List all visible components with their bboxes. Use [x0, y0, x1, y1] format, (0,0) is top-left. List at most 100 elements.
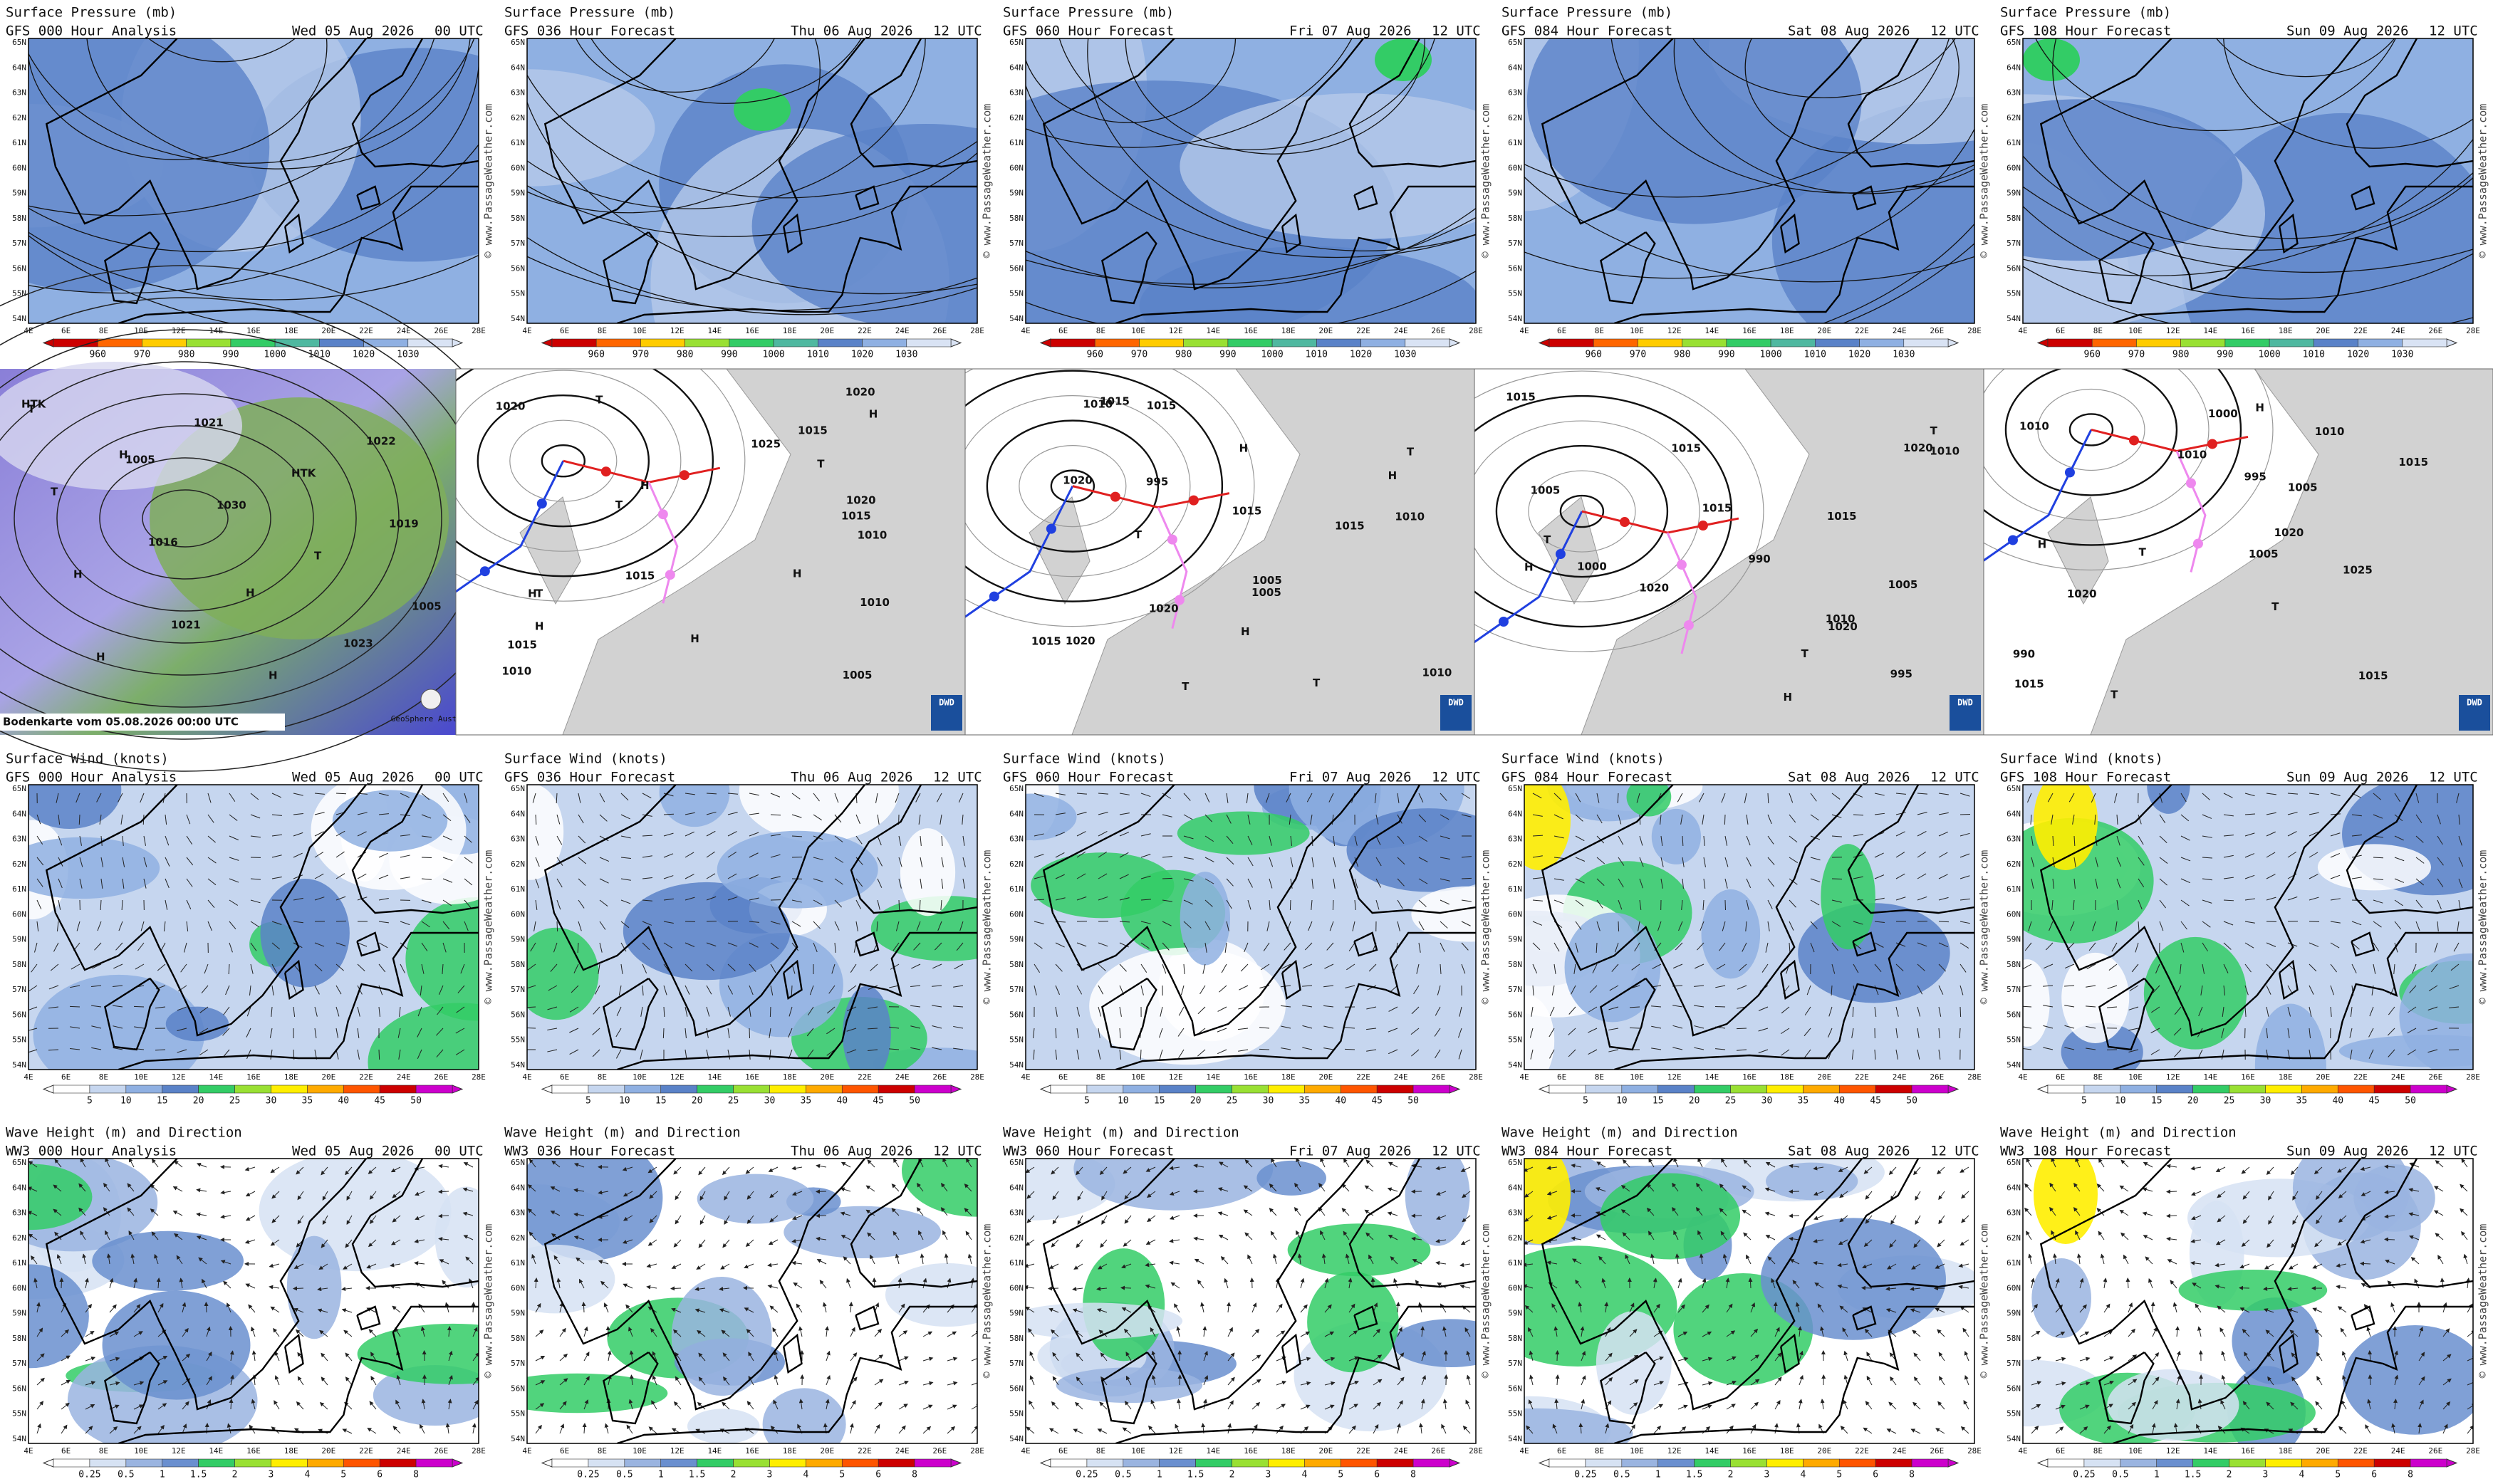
colorbar-label: 0.5	[118, 1470, 134, 1480]
direction-arrow	[1140, 899, 1151, 901]
lon-label: 4E	[1519, 1072, 1529, 1082]
direction-arrow	[578, 857, 587, 864]
valid-date: Fri 07 Aug 2026	[1289, 23, 1412, 39]
lon-label: 10E	[134, 1446, 148, 1456]
coastline	[1852, 185, 1877, 211]
lon-label: 10E	[1131, 1072, 1145, 1082]
direction-arrow	[813, 942, 818, 953]
lat-label: 58N	[2007, 1334, 2021, 1343]
direction-arrow	[1549, 1028, 1555, 1038]
direction-arrow	[1549, 1006, 1555, 1016]
pressure-zone	[527, 69, 655, 187]
lat-label: 54N	[1009, 1060, 1024, 1070]
colorbar-swatch	[733, 1458, 770, 1468]
direction-arrow	[954, 963, 964, 970]
colorbar-swatch	[914, 1085, 952, 1094]
pressure-label: H	[869, 408, 878, 421]
direction-arrow	[706, 896, 717, 901]
direction-arrow	[530, 942, 536, 952]
colorbar-label: 1030	[1893, 350, 1915, 360]
direction-arrow	[1810, 793, 1817, 802]
direction-arrow	[1140, 875, 1151, 879]
lon-label: 18E	[1780, 326, 1794, 335]
direction-arrow	[464, 814, 471, 823]
direction-arrow	[314, 1028, 317, 1038]
lon-label: 26E	[2428, 1072, 2442, 1082]
strong-zone	[1524, 785, 1571, 870]
colorbar-swatch	[2083, 1085, 2121, 1094]
lat-label: 54N	[12, 314, 26, 323]
colorbar-swatch	[1903, 338, 1949, 348]
direction-arrow	[378, 1049, 380, 1060]
direction-arrow	[1959, 985, 1964, 996]
pressure-label: 1010	[1930, 444, 1959, 457]
lat-label: 62N	[1009, 113, 1024, 122]
direction-arrow	[749, 793, 759, 796]
direction-arrow	[1119, 921, 1130, 923]
lat-label: 55N	[511, 1035, 525, 1045]
panel-title: Surface Pressure (mb)	[2000, 5, 2171, 21]
direction-arrow	[204, 1302, 209, 1313]
direction-arrow	[204, 963, 209, 974]
map-panel: Surface Pressure (mb)GFS 000 Hour Analys…	[6, 5, 495, 360]
direction-arrow	[1938, 812, 1949, 815]
direction-arrow	[1416, 963, 1420, 974]
direction-arrow	[1308, 921, 1313, 931]
colorbar-label: 35	[801, 1096, 812, 1107]
lon-label: 14E	[1704, 326, 1719, 335]
direction-arrow	[335, 942, 346, 946]
model-run: GFS 108 Hour Forecast	[2000, 770, 2171, 785]
direction-arrow	[36, 878, 43, 887]
direction-arrow	[1874, 921, 1885, 924]
lon-label: 12E	[172, 326, 186, 335]
pressure-label: 1015	[507, 639, 537, 652]
field-zone	[102, 1290, 251, 1400]
direction-arrow	[1119, 1006, 1122, 1017]
colorbar-label: 50	[410, 1096, 422, 1107]
panel-title: Surface Pressure (mb)	[1003, 5, 1174, 21]
field-zone	[527, 927, 599, 1020]
lon-label: 6E	[61, 1072, 71, 1082]
direction-arrow	[1281, 1047, 1291, 1050]
direction-arrow	[1440, 963, 1442, 974]
direction-arrow	[1827, 1028, 1833, 1038]
coastline	[1281, 213, 1301, 254]
direction-arrow	[527, 963, 536, 971]
model-run: GFS 108 Hour Forecast	[2000, 23, 2171, 39]
lon-label: 24E	[397, 1446, 411, 1456]
pressure-label: 995	[1890, 668, 1912, 681]
direction-arrow	[1226, 899, 1232, 909]
direction-arrow	[663, 832, 674, 837]
direction-arrow	[357, 942, 368, 947]
lat-label: 62N	[12, 1233, 26, 1243]
colorbar-label: 990	[1219, 350, 1236, 360]
direction-arrow	[270, 1049, 273, 1060]
lat-label: 62N	[511, 113, 525, 122]
colorbar-swatch	[595, 338, 641, 348]
direction-arrow	[1247, 899, 1251, 910]
colorbar-swatch	[878, 1085, 915, 1094]
direction-arrow	[293, 813, 303, 815]
direction-arrow	[271, 942, 281, 950]
field-zone	[2353, 1164, 2435, 1232]
direction-arrow	[1874, 852, 1884, 858]
direction-arrow	[1098, 873, 1108, 879]
direction-arrow	[1810, 921, 1818, 929]
pressure-label: T	[2111, 689, 2118, 701]
lat-label: 64N	[2007, 1183, 2021, 1192]
direction-arrow	[1352, 921, 1355, 931]
lat-label: 60N	[1009, 909, 1024, 919]
lon-label: 12E	[670, 326, 685, 335]
direction-arrow	[1853, 921, 1863, 925]
colorbar-swatch	[1549, 1085, 1586, 1094]
map-frame	[526, 38, 978, 324]
colorbar-label: 15	[2151, 1096, 2162, 1107]
lat-label: 55N	[12, 1035, 26, 1045]
direction-arrow	[314, 1006, 318, 1017]
isobar	[28, 231, 479, 301]
pressure-label: 1021	[171, 619, 201, 632]
valid-time: 12 UTC	[2429, 770, 2478, 785]
lon-label: 26E	[1930, 1446, 1944, 1456]
colorbar-label: 2	[731, 1470, 737, 1480]
